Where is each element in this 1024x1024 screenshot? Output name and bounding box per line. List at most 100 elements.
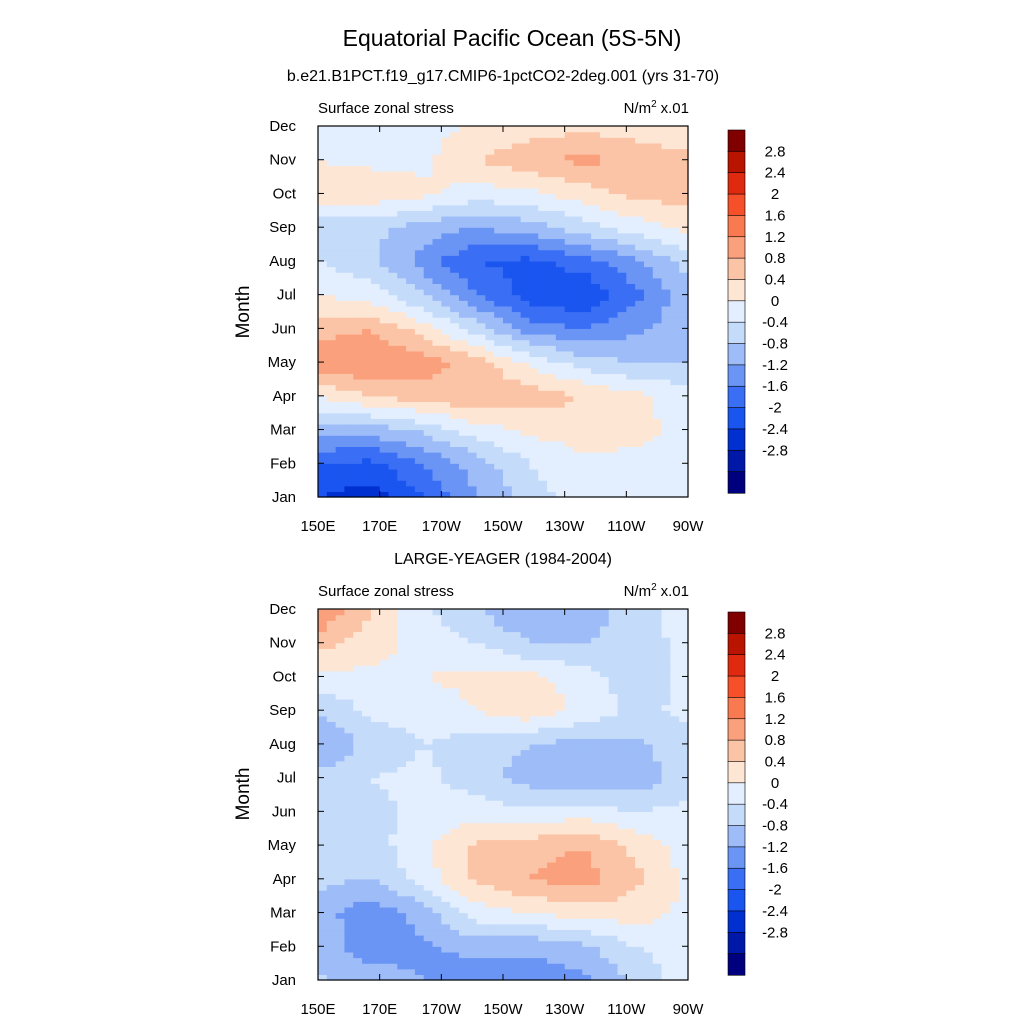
contour-cell bbox=[555, 698, 566, 706]
contour-cell bbox=[423, 182, 434, 189]
contour-cell bbox=[458, 929, 469, 936]
contour-cell bbox=[379, 772, 390, 779]
contour-cell bbox=[494, 463, 504, 470]
contour-cell bbox=[511, 491, 522, 498]
contour-cell bbox=[511, 232, 522, 240]
contour-cell bbox=[318, 710, 328, 717]
contour-cell bbox=[414, 440, 425, 448]
contour-cell bbox=[511, 137, 522, 144]
contour-cell bbox=[406, 940, 416, 947]
contour-cell bbox=[599, 277, 610, 284]
contour-cell bbox=[476, 929, 486, 936]
contour-cell bbox=[494, 277, 504, 284]
contour-cell bbox=[608, 418, 619, 425]
contour-cell bbox=[599, 968, 610, 975]
contour-cell bbox=[467, 811, 478, 818]
contour-cell bbox=[335, 935, 346, 942]
contour-cell bbox=[626, 822, 636, 829]
contour-cell bbox=[335, 839, 346, 846]
contour-cell bbox=[555, 480, 566, 487]
contour-cell bbox=[617, 946, 627, 953]
contour-cell bbox=[362, 755, 372, 762]
contour-cell bbox=[318, 333, 328, 341]
contour-cell bbox=[626, 227, 636, 234]
contour-cell bbox=[458, 305, 469, 313]
contour-cell bbox=[599, 755, 610, 762]
contour-cell bbox=[432, 968, 442, 975]
contour-cell bbox=[423, 339, 434, 346]
contour-cell bbox=[555, 468, 566, 476]
contour-cell bbox=[450, 131, 460, 138]
contour-cell bbox=[643, 698, 654, 706]
contour-cell bbox=[652, 480, 663, 487]
contour-cell bbox=[661, 749, 671, 756]
contour-cell bbox=[555, 749, 566, 756]
contour-cell bbox=[441, 289, 451, 296]
contour-cell bbox=[520, 401, 531, 408]
contour-cell bbox=[503, 760, 513, 767]
contour-cell bbox=[643, 783, 654, 790]
contour-cell bbox=[353, 861, 363, 869]
contour-cell bbox=[423, 266, 434, 273]
contour-cell bbox=[626, 266, 636, 273]
contour-cell bbox=[388, 951, 398, 959]
contour-cell bbox=[582, 884, 592, 891]
contour-cell bbox=[397, 260, 407, 268]
contour-cell bbox=[511, 755, 522, 762]
contour-cell bbox=[555, 440, 566, 448]
contour-cell bbox=[643, 317, 654, 324]
contour-cell bbox=[335, 412, 346, 419]
contour-cell bbox=[617, 401, 627, 408]
contour-cell bbox=[547, 244, 557, 251]
contour-cell bbox=[599, 446, 610, 453]
contour-cell bbox=[547, 833, 557, 841]
contour-cell bbox=[547, 407, 557, 414]
contour-cell bbox=[511, 957, 522, 964]
contour-cell bbox=[679, 839, 689, 846]
contour-cell bbox=[573, 440, 583, 448]
contour-cell bbox=[547, 305, 557, 313]
contour-cell bbox=[582, 362, 592, 369]
contour-cell bbox=[679, 137, 689, 144]
contour-cell bbox=[318, 698, 328, 706]
contour-cell bbox=[626, 182, 636, 189]
contour-cell bbox=[564, 277, 575, 284]
contour-cell bbox=[335, 704, 346, 711]
contour-cell bbox=[538, 317, 548, 324]
contour-cell bbox=[635, 800, 645, 807]
contour-cell bbox=[494, 918, 504, 925]
contour-cell bbox=[670, 923, 680, 931]
contour-cell bbox=[423, 412, 434, 419]
contour-cell bbox=[467, 474, 478, 481]
contour-cell bbox=[353, 946, 363, 953]
contour-cell bbox=[318, 951, 328, 959]
contour-cell bbox=[564, 311, 575, 318]
contour-cell bbox=[582, 311, 592, 318]
contour-cell bbox=[388, 704, 398, 711]
contour-cell bbox=[326, 142, 337, 150]
contour-cell bbox=[520, 715, 531, 723]
contour-cell bbox=[670, 339, 680, 346]
contour-cell bbox=[626, 457, 636, 464]
contour-cell bbox=[591, 423, 601, 431]
contour-cell bbox=[397, 362, 407, 369]
contour-cell bbox=[511, 805, 522, 812]
contour-cell bbox=[626, 968, 636, 975]
contour-cell bbox=[573, 378, 583, 386]
contour-cell bbox=[635, 890, 645, 897]
contour-cell bbox=[573, 137, 583, 144]
contour-cell bbox=[353, 232, 363, 240]
contour-cell bbox=[573, 788, 583, 796]
contour-cell bbox=[485, 957, 495, 964]
contour-cell bbox=[432, 867, 442, 874]
contour-cell bbox=[441, 215, 451, 223]
contour-cell bbox=[450, 923, 460, 931]
contour-cell bbox=[511, 839, 522, 846]
contour-cell bbox=[617, 788, 627, 796]
contour-cell bbox=[467, 356, 478, 363]
contour-cell bbox=[626, 715, 636, 723]
contour-cell bbox=[670, 912, 680, 919]
contour-cell bbox=[370, 895, 381, 902]
contour-cell bbox=[555, 935, 566, 942]
contour-cell bbox=[318, 693, 328, 700]
